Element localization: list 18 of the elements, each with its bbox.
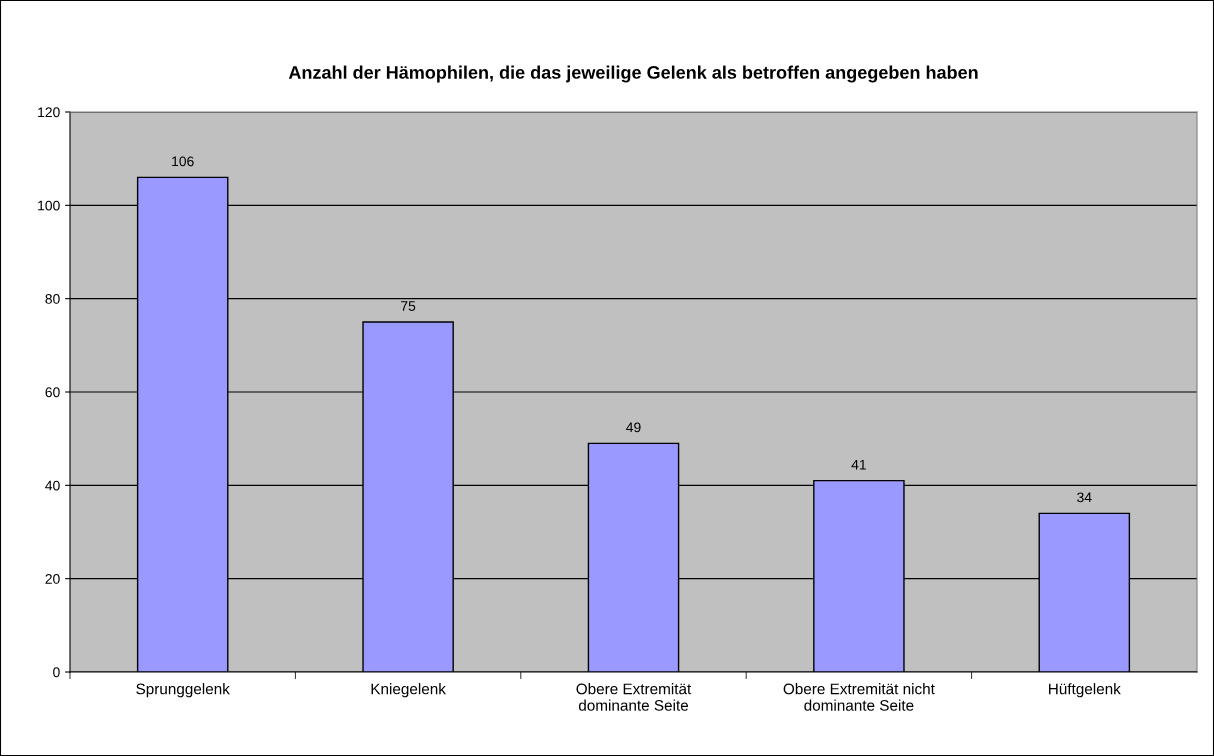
y-tick-label: 0 (53, 667, 60, 678)
chart-title: Anzahl der Hämophilen, die das jeweilige Gelenk als betroffen angegeben haben (288, 65, 978, 83)
data-label: 106 (172, 156, 194, 167)
x-tick-label: Sprunggelenk (136, 683, 230, 698)
x-tick-label: Obere Extremität dominante Seite (576, 683, 692, 711)
y-tick-label: 40 (45, 480, 60, 491)
y-tick-label: 80 (45, 294, 60, 304)
x-tick-label: Kniegelenk (371, 683, 446, 698)
y-tick-label: 100 (38, 200, 60, 211)
y-tick-label: 120 (38, 107, 60, 118)
data-label: 34 (1077, 492, 1092, 503)
x-tick-label: Obere Extremität nicht dominante Seite (783, 683, 935, 711)
y-tick-label: 60 (45, 387, 60, 398)
data-label: 49 (626, 422, 641, 433)
data-label: 75 (401, 301, 416, 311)
y-tick-label: 20 (45, 574, 60, 584)
x-tick-label: Hüftgelenk (1049, 683, 1121, 698)
data-label: 41 (851, 459, 866, 470)
